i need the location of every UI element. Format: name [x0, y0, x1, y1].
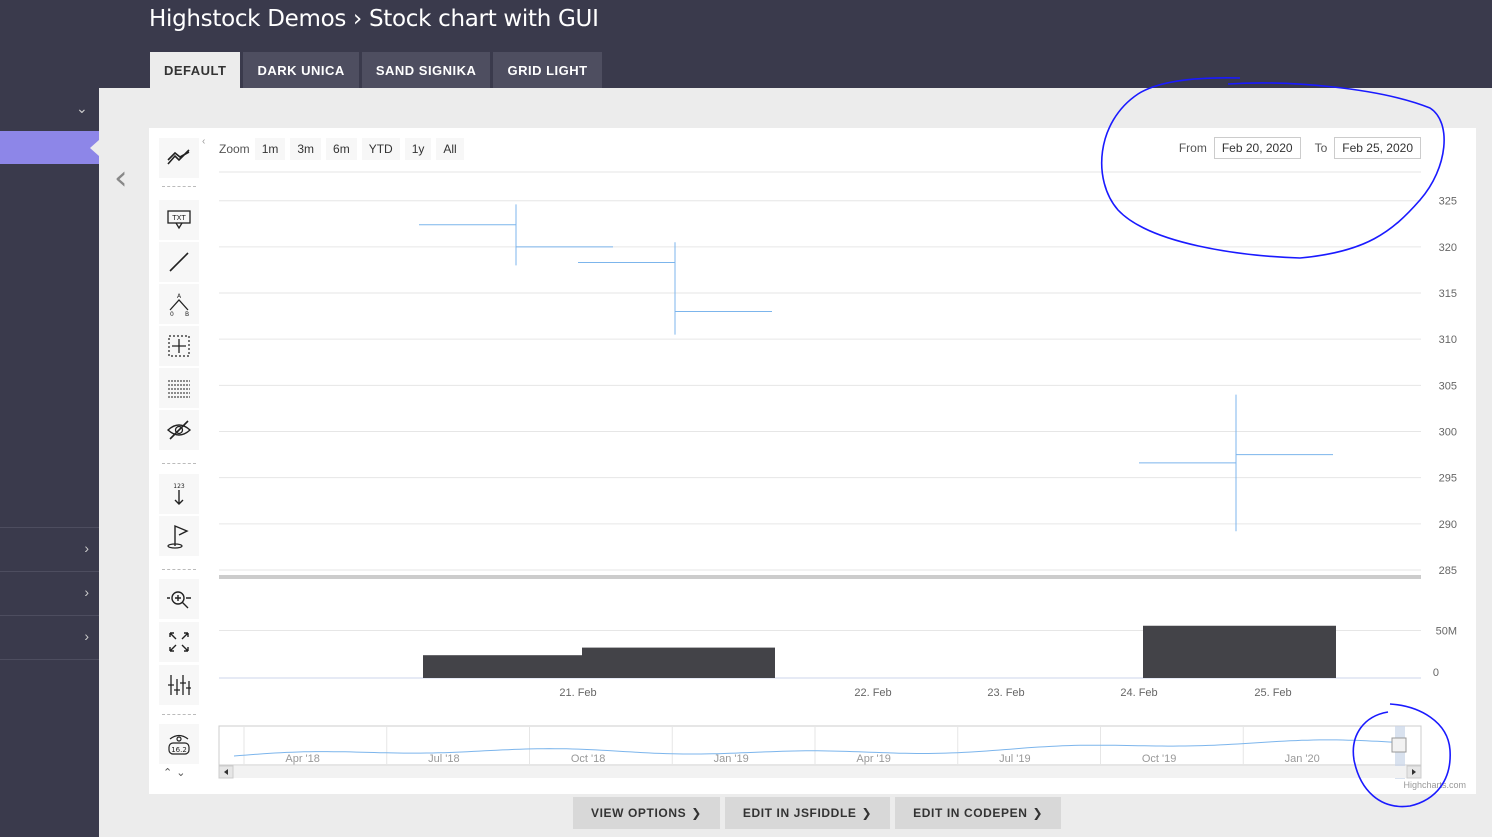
navigator-series — [233, 739, 1402, 757]
volume-bar — [582, 647, 775, 678]
navigator-label: Jul '18 — [428, 753, 459, 765]
svg-text:A: A — [177, 293, 182, 300]
volume-bar — [1143, 625, 1336, 678]
zoom-ytd-button[interactable]: YTD — [361, 138, 400, 160]
zoom-change-icon[interactable] — [159, 579, 199, 619]
from-label: From — [1178, 141, 1207, 155]
sidebar-item-active[interactable] — [0, 131, 99, 164]
x-tick-label: 22. Feb — [854, 687, 891, 699]
navigator-label: Oct '19 — [1142, 753, 1177, 765]
svg-text:123: 123 — [173, 483, 185, 490]
navigator-label: Apr '19 — [856, 753, 891, 765]
indicators-icon[interactable] — [159, 138, 199, 178]
date-range: From Feb 20, 2020 To Feb 25, 2020 — [1179, 137, 1421, 159]
tab-default[interactable]: DEFAULT — [150, 52, 241, 88]
price-tick-label: 285 — [1439, 565, 1457, 577]
range-selector: Zoom 1m 3m 6m YTD 1y All — [219, 138, 469, 160]
line-icon[interactable] — [159, 242, 199, 282]
svg-text:16.2: 16.2 — [171, 746, 187, 754]
demo-actions: VIEW OPTIONS ❯ EDIT IN JSFIDDLE ❯ EDIT IN … — [573, 797, 1062, 829]
volume-tick-label: 50M — [1436, 626, 1457, 638]
chevron-right-icon: ❯ — [861, 806, 873, 820]
navigator-label: Jan '19 — [714, 753, 749, 765]
chevron-right-icon: › — [84, 628, 89, 644]
save-chart-icon[interactable]: 16.2 — [159, 724, 199, 764]
edit-jsfiddle-button[interactable]: EDIT IN JSFIDDLE ❯ — [724, 797, 891, 829]
zoom-1y-button[interactable]: 1y — [404, 138, 432, 160]
edit-codepen-label: EDIT IN CODEPEN — [913, 806, 1028, 820]
price-tick-label: 310 — [1439, 334, 1457, 346]
sidebar-item[interactable]: › — [0, 527, 99, 571]
price-tick-label: 290 — [1439, 519, 1457, 531]
back-arrow-icon[interactable]: ‹ — [114, 158, 128, 198]
svg-text:TXT: TXT — [171, 214, 186, 222]
to-date-input[interactable]: Feb 25, 2020 — [1334, 137, 1421, 159]
toolbar-scroll-arrows[interactable]: ⌃⌄ — [163, 767, 190, 779]
measure-icon[interactable]: A 0 B — [159, 284, 199, 324]
fullscreen-icon[interactable] — [159, 622, 199, 662]
tab-grid-light[interactable]: GRID LIGHT — [493, 52, 602, 88]
theme-tabs: DEFAULT DARK UNICA SAND SIGNIKA GRID LIG… — [150, 52, 602, 88]
chevron-right-icon: › — [84, 540, 89, 556]
price-tick-label: 300 — [1439, 427, 1457, 439]
page-title: Highstock Demos › Stock chart with GUI — [149, 6, 599, 32]
zoom-1m-button[interactable]: 1m — [254, 138, 286, 160]
scroll-left-icon — [224, 769, 228, 775]
sidebar-item[interactable]: › — [0, 615, 99, 659]
toolbar-collapse-icon[interactable]: ‹ — [202, 136, 206, 147]
navigator-label: Jan '20 — [1285, 753, 1320, 765]
navigator-label: Jul '19 — [999, 753, 1030, 765]
zoom-all-button[interactable]: All — [436, 138, 464, 160]
flag-icon[interactable] — [159, 516, 199, 556]
sidebar-item — [0, 659, 99, 703]
chevron-right-icon: ❯ — [691, 806, 702, 820]
volume-bar — [423, 655, 616, 678]
view-options-label: VIEW OPTIONS — [591, 806, 687, 820]
edit-codepen-button[interactable]: EDIT IN CODEPEN ❯ — [895, 797, 1062, 829]
navigator-handle — [1391, 737, 1407, 753]
x-tick-label: 24. Feb — [1120, 687, 1157, 699]
vertical-counter-icon[interactable]: 123 — [159, 474, 199, 514]
price-tick-label: 295 — [1439, 473, 1457, 485]
chevron-down-icon[interactable]: ⌄ — [76, 100, 88, 116]
navigator-label: Apr '18 — [285, 753, 320, 765]
to-label: To — [1314, 141, 1328, 155]
view-options-button[interactable]: VIEW OPTIONS ❯ — [573, 797, 720, 829]
navigator-frame — [218, 725, 1422, 766]
chevron-right-icon: › — [84, 584, 89, 600]
tab-sand-signika[interactable]: SAND SIGNIKA — [361, 52, 491, 88]
navigator-scrollbar — [219, 766, 1421, 778]
highcharts-credit[interactable]: Highcharts.com — [1403, 780, 1466, 790]
tab-dark-unica[interactable]: DARK UNICA — [243, 52, 359, 88]
label-annotation-icon[interactable]: TXT — [159, 200, 199, 240]
svg-text:0: 0 — [170, 311, 174, 318]
chart-panel: 285 290 295 300 305 310 315 320 325 50M 0 21. Feb 22… — [149, 128, 1476, 794]
from-date-input[interactable]: Feb 20, 2020 — [1213, 137, 1301, 159]
stock-chart[interactable]: 285 290 295 300 305 310 315 320 325 50M 0 21. Feb 22… — [149, 128, 1476, 794]
sidebar-item[interactable]: › — [0, 571, 99, 615]
pane-splitter — [219, 575, 1421, 579]
x-tick-label: 25. Feb — [1254, 687, 1291, 699]
crosshair-icon[interactable] — [159, 326, 199, 366]
price-tick-label: 325 — [1439, 196, 1457, 208]
sidebar: ⌄ › › › — [0, 88, 99, 837]
zoom-label: Zoom — [219, 142, 250, 156]
navigator-label: Oct '18 — [571, 753, 606, 765]
x-tick-label: 21. Feb — [559, 687, 596, 699]
current-price-icon[interactable] — [159, 665, 199, 705]
zoom-3m-button[interactable]: 3m — [290, 138, 322, 160]
x-tick-label: 23. Feb — [987, 687, 1024, 699]
zoom-6m-button[interactable]: 6m — [326, 138, 357, 160]
price-tick-label: 315 — [1439, 288, 1457, 300]
fibonacci-icon[interactable] — [159, 368, 199, 408]
svg-text:B: B — [185, 311, 189, 318]
volume-tick-label: 0 — [1433, 667, 1439, 679]
edit-jsfiddle-label: EDIT IN JSFIDDLE — [742, 806, 857, 820]
chevron-right-icon: ❯ — [1032, 806, 1044, 820]
price-tick-label: 320 — [1439, 242, 1457, 254]
toggle-annotations-icon[interactable] — [159, 410, 199, 450]
price-tick-label: 305 — [1439, 380, 1457, 392]
